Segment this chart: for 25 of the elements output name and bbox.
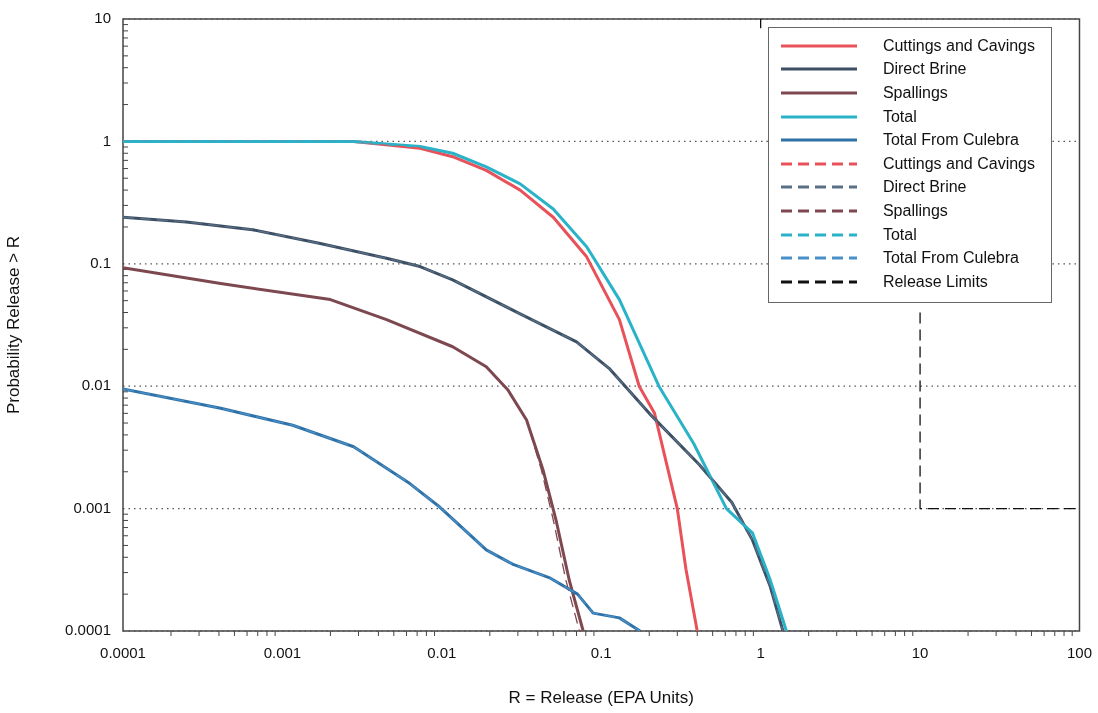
x-tick-label: 100 bbox=[1066, 644, 1092, 662]
y-tick-label: 0.001 bbox=[73, 498, 111, 516]
x-tick-label: 1 bbox=[756, 644, 765, 662]
y-axis-title: Probability Release > R bbox=[3, 235, 23, 415]
x-tick-label: 0.001 bbox=[263, 644, 302, 662]
legend-label: Cuttings and Cavings bbox=[882, 36, 1035, 55]
y-tick-label: 0.1 bbox=[90, 253, 111, 271]
x-tick-label: 0.01 bbox=[427, 644, 457, 662]
y-tick-label: 10 bbox=[94, 9, 111, 27]
legend-label: Direct Brine bbox=[882, 60, 967, 79]
legend-label: Total bbox=[882, 107, 917, 126]
legend-label: Total From Culebra bbox=[882, 249, 1019, 268]
legend-label: Total From Culebra bbox=[882, 131, 1019, 150]
y-tick-label: 0.01 bbox=[81, 376, 111, 394]
legend-label: Release Limits bbox=[882, 272, 988, 291]
y-tick-label: 0.0001 bbox=[65, 621, 111, 639]
legend-label: Spallings bbox=[882, 201, 948, 220]
x-tick-label: 10 bbox=[911, 644, 929, 662]
x-tick-label: 0.1 bbox=[590, 644, 612, 662]
legend-label: Total bbox=[882, 225, 917, 244]
legend-label: Cuttings and Cavings bbox=[882, 154, 1035, 173]
legend-label: Direct Brine bbox=[882, 178, 967, 197]
x-axis-title: R = Release (EPA Units) bbox=[508, 688, 694, 708]
legend-label: Spallings bbox=[882, 83, 948, 102]
y-tick-label: 1 bbox=[102, 131, 111, 149]
